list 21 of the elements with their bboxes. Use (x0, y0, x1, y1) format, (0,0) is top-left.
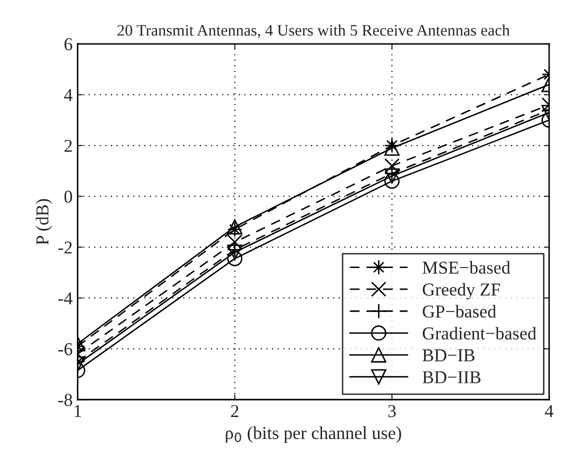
x-tick-label: 3 (388, 405, 396, 418)
y-tick-label: 0 (64, 190, 72, 203)
y-tick-label: -8 (58, 394, 72, 406)
y-axis-title: P (dB) (36, 199, 52, 245)
y-tick-label: 4 (64, 89, 72, 101)
x-tick-label: 4 (544, 405, 554, 418)
x-tick-label: 2 (231, 405, 238, 418)
chart-title: 20 Transmit Antennas, 4 Users with 5 Receive Antennas each (118, 24, 510, 38)
legend-label: Greedy ZF (422, 282, 500, 300)
legend-label: BD−IB (422, 349, 474, 362)
y-tick-label: -6 (58, 343, 72, 356)
legend-label: Gradient−based (422, 326, 536, 340)
y-tick-label: -4 (58, 292, 72, 304)
legend-label: GP−based (422, 304, 496, 318)
y-tick-label: 2 (64, 140, 72, 152)
legend-label: MSE−based (422, 261, 510, 274)
x-axis-title: ρ$_{0}$ (bits per channel use) (226, 426, 402, 443)
y-tick-label: 6 (64, 38, 72, 50)
legend-label: BD−IIB (422, 371, 480, 384)
y-tick-label: -2 (58, 241, 72, 254)
x-tick-label: 1 (74, 405, 82, 418)
